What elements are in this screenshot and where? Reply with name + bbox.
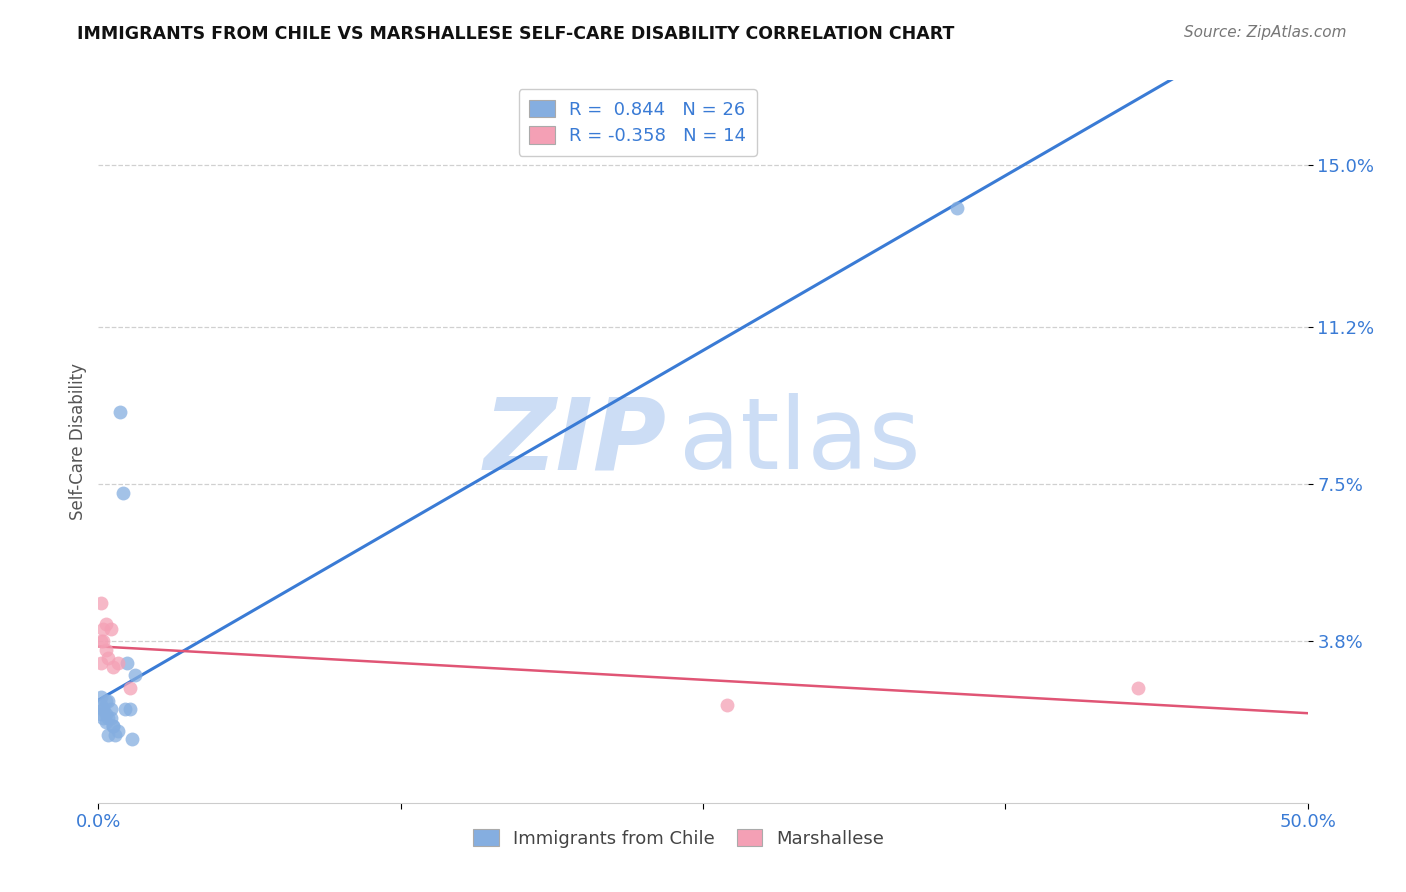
Point xyxy=(94,714,117,729)
Point xyxy=(91,702,114,716)
Point xyxy=(94,694,117,708)
Point xyxy=(91,702,114,716)
Point xyxy=(90,706,112,721)
Point xyxy=(108,405,131,419)
Point xyxy=(100,711,122,725)
Point xyxy=(90,656,112,670)
Text: IMMIGRANTS FROM CHILE VS MARSHALLESE SELF-CARE DISABILITY CORRELATION CHART: IMMIGRANTS FROM CHILE VS MARSHALLESE SEL… xyxy=(77,25,955,43)
Point xyxy=(121,732,143,747)
Point xyxy=(101,719,124,733)
Point xyxy=(97,728,120,742)
Legend: Immigrants from Chile, Marshallese: Immigrants from Chile, Marshallese xyxy=(467,822,891,855)
Point xyxy=(100,702,122,716)
Point xyxy=(111,485,134,500)
Point xyxy=(94,642,117,657)
Text: Source: ZipAtlas.com: Source: ZipAtlas.com xyxy=(1184,25,1347,40)
Text: atlas: atlas xyxy=(679,393,921,490)
Point xyxy=(716,698,738,712)
Point xyxy=(91,622,114,636)
Point xyxy=(107,723,129,738)
Point xyxy=(91,634,114,648)
Point xyxy=(114,702,136,716)
Point xyxy=(1128,681,1150,695)
Point xyxy=(94,706,117,721)
Point xyxy=(946,201,969,215)
Point xyxy=(90,634,112,648)
Point xyxy=(101,719,124,733)
Point xyxy=(107,656,129,670)
Point xyxy=(118,702,141,716)
Point xyxy=(94,617,117,632)
Y-axis label: Self-Care Disability: Self-Care Disability xyxy=(69,363,87,520)
Point xyxy=(101,660,124,674)
Point xyxy=(100,622,122,636)
Point xyxy=(97,711,120,725)
Point xyxy=(90,698,112,712)
Point xyxy=(118,681,141,695)
Point xyxy=(91,711,114,725)
Point xyxy=(97,651,120,665)
Text: ZIP: ZIP xyxy=(484,393,666,490)
Point xyxy=(117,656,139,670)
Point xyxy=(124,668,146,682)
Point xyxy=(97,694,120,708)
Point xyxy=(90,690,112,704)
Point xyxy=(104,728,127,742)
Point xyxy=(90,596,112,610)
